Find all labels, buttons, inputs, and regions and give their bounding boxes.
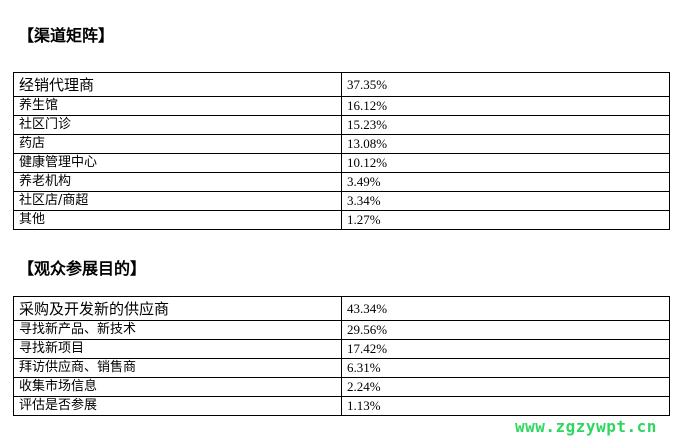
row-value: 6.31% xyxy=(341,358,670,378)
row-label: 寻找新产品、新技术 xyxy=(13,320,342,340)
channels-table: 经销代理商 37.35% 养生馆 16.12% 社区门诊 15.23% 药店 13.08% 健康… xyxy=(13,72,670,230)
row-value: 1.13% xyxy=(341,396,670,416)
row-label: 养老机构 xyxy=(13,172,342,192)
row-label: 收集市场信息 xyxy=(13,377,342,397)
table-row: 收集市场信息 2.24% xyxy=(13,377,670,397)
table-row: 采购及开发新的供应商 43.34% xyxy=(13,296,670,321)
table-row: 养老机构 3.49% xyxy=(13,172,670,192)
table-row: 养生馆 16.12% xyxy=(13,96,670,116)
row-label: 经销代理商 xyxy=(13,72,342,97)
row-label: 药店 xyxy=(13,134,342,154)
row-value: 15.23% xyxy=(341,115,670,135)
visitor-purpose-table: 采购及开发新的供应商 43.34% 寻找新产品、新技术 29.56% 寻找新项目 17.4… xyxy=(13,296,670,416)
row-label: 采购及开发新的供应商 xyxy=(13,296,342,321)
row-label: 社区店/商超 xyxy=(13,191,342,211)
row-label: 养生馆 xyxy=(13,96,342,116)
row-value: 37.35% xyxy=(341,72,670,97)
table-row: 其他 1.27% xyxy=(13,210,670,230)
section-title-visitor-purpose: 【观众参展目的】 xyxy=(18,259,147,278)
row-value: 29.56% xyxy=(341,320,670,340)
row-label: 寻找新项目 xyxy=(13,339,342,359)
section-title-channels: 【渠道矩阵】 xyxy=(18,26,115,45)
row-value: 17.42% xyxy=(341,339,670,359)
table-row: 寻找新项目 17.42% xyxy=(13,339,670,359)
row-label: 其他 xyxy=(13,210,342,230)
row-label: 社区门诊 xyxy=(13,115,342,135)
watermark: www.zgzywpt.cn xyxy=(515,417,657,436)
row-value: 43.34% xyxy=(341,296,670,321)
table-row: 社区门诊 15.23% xyxy=(13,115,670,135)
table-row: 评估是否参展 1.13% xyxy=(13,396,670,416)
table-row: 健康管理中心 10.12% xyxy=(13,153,670,173)
row-value: 3.34% xyxy=(341,191,670,211)
row-value: 13.08% xyxy=(341,134,670,154)
table-row: 拜访供应商、销售商 6.31% xyxy=(13,358,670,378)
table-row: 社区店/商超 3.34% xyxy=(13,191,670,211)
table-row: 经销代理商 37.35% xyxy=(13,72,670,97)
row-value: 2.24% xyxy=(341,377,670,397)
row-value: 16.12% xyxy=(341,96,670,116)
row-value: 1.27% xyxy=(341,210,670,230)
row-value: 10.12% xyxy=(341,153,670,173)
row-label: 拜访供应商、销售商 xyxy=(13,358,342,378)
row-label: 健康管理中心 xyxy=(13,153,342,173)
row-value: 3.49% xyxy=(341,172,670,192)
table-row: 药店 13.08% xyxy=(13,134,670,154)
row-label: 评估是否参展 xyxy=(13,396,342,416)
table-row: 寻找新产品、新技术 29.56% xyxy=(13,320,670,340)
